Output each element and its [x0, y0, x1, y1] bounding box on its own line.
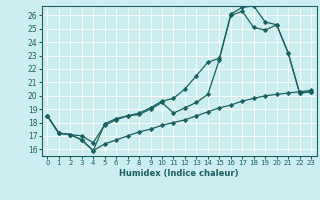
- X-axis label: Humidex (Indice chaleur): Humidex (Indice chaleur): [119, 169, 239, 178]
